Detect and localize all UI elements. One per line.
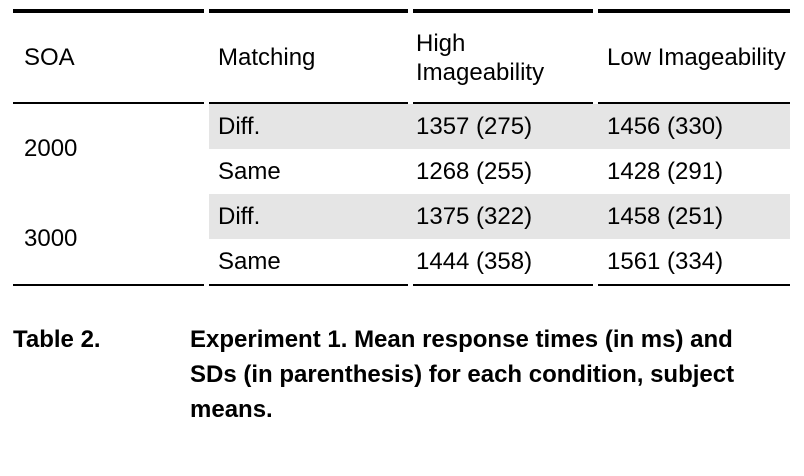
header-low-imageability: Low Imageability: [607, 44, 786, 71]
cell-matching: Same: [218, 247, 281, 275]
table-header-row: SOA Matching High Imageability Low Image…: [13, 13, 790, 102]
cell-high-imageability: 1357 (275): [414, 104, 597, 149]
cell-soa-group-2: 3000: [24, 225, 78, 252]
header-matching: Matching: [218, 44, 316, 71]
cell-high-imageability: 1375 (322): [414, 194, 597, 239]
rule-segment: [598, 284, 790, 286]
rule-segment: [209, 284, 408, 286]
cell-soa-group-1: 2000: [24, 135, 78, 162]
table-body: 2000 Diff. 1357 (275) 1456 (330) Same 12…: [13, 104, 790, 284]
header-soa: SOA: [24, 44, 75, 71]
table-caption: Table 2. Experiment 1. Mean response tim…: [13, 322, 782, 427]
cell-high-imageability: 1444 (358): [416, 247, 533, 275]
table-header-rule: [13, 102, 790, 104]
caption-text: Experiment 1. Mean response times (in ms…: [190, 326, 735, 423]
cell-low-imageability: 1561 (334): [607, 247, 724, 275]
cell-matching: Diff.: [209, 104, 414, 149]
rule-segment: [13, 284, 204, 286]
rule-segment: [413, 284, 593, 286]
rule-segment: [13, 102, 204, 104]
cell-high-imageability: 1268 (255): [416, 157, 533, 185]
table-top-rule: [13, 9, 790, 13]
caption-label: Table 2.: [13, 326, 101, 353]
cell-low-imageability: 1458 (251): [597, 194, 790, 239]
cell-low-imageability: 1456 (330): [597, 104, 790, 149]
rule-segment: [209, 102, 408, 104]
data-table: SOA Matching High Imageability Low Image…: [13, 9, 790, 286]
cell-matching: Same: [218, 157, 281, 185]
cell-matching: Diff.: [209, 194, 414, 239]
rule-segment: [413, 9, 593, 13]
rule-segment: [598, 102, 790, 104]
rule-segment: [413, 102, 593, 104]
cell-low-imageability: 1428 (291): [607, 157, 724, 185]
rule-segment: [598, 9, 790, 13]
rule-segment: [13, 9, 204, 13]
rule-segment: [209, 9, 408, 13]
header-high-imageability: High Imageability: [416, 29, 545, 86]
table-bottom-rule: [13, 284, 790, 286]
